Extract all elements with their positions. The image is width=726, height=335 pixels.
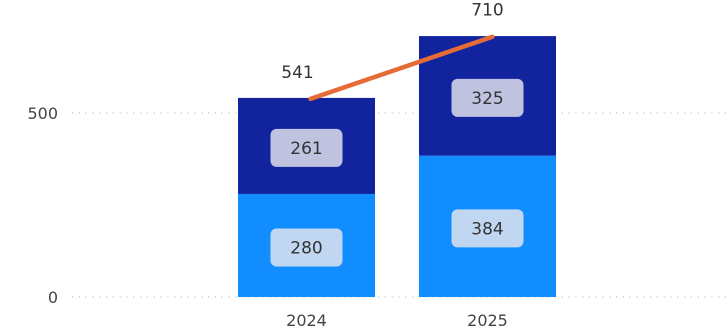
total-series-line [308,34,495,102]
data-label-2025-series-1: 384 [471,219,503,239]
data-label-2024-series-1: 280 [290,238,322,258]
total-label-2025: 710 [471,1,503,21]
total-label-2024: 541 [281,63,313,83]
y-tick-label-0: 0 [48,288,58,307]
y-tick-label-500: 500 [27,104,58,123]
x-tick-label-2024: 2024 [286,311,327,330]
data-labels: 280 261 384 325 [270,78,524,267]
y-axis: 0 500 [27,104,58,307]
data-label-2024-series-2: 261 [290,139,322,159]
total-line: 541 710 [281,1,504,102]
data-label-bg-2024-series-1 [270,228,343,267]
data-label-bg-2025-series-2 [451,78,524,117]
data-label-bg-2025-series-1 [451,209,524,248]
data-label-2025-series-2: 325 [471,89,503,109]
x-axis: 2024 2025 [286,311,508,330]
x-tick-label-2025: 2025 [467,311,508,330]
gridlines [72,112,726,298]
data-label-bg-2024-series-2 [270,128,343,167]
